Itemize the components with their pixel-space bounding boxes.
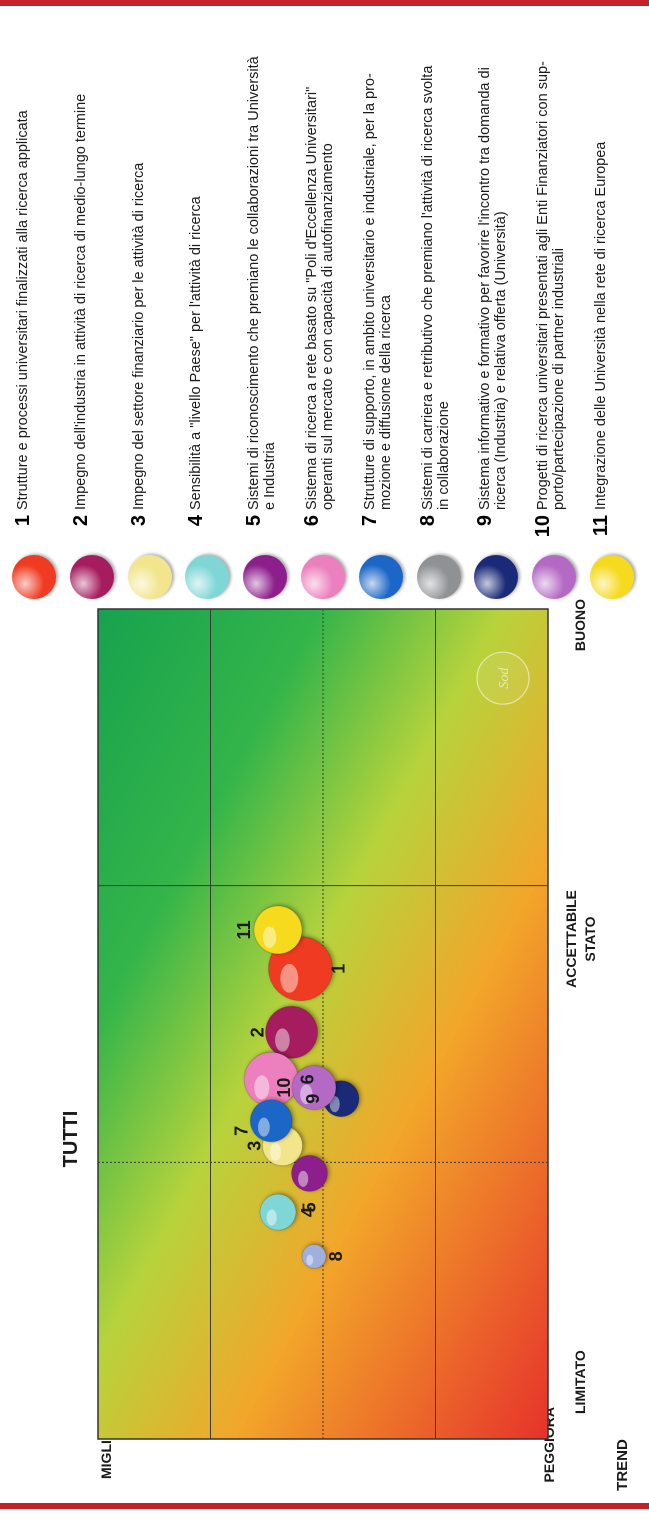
- legend-line: Sensibilità a "livello Paese" per l'atti…: [188, 196, 205, 510]
- legend-number-8: 8: [416, 515, 439, 527]
- top-red-bar: [0, 0, 649, 6]
- legend-marker-8: [416, 555, 461, 599]
- legend-line: Impegno del settore finanziario per le a…: [130, 162, 147, 510]
- watermark-circle: [476, 651, 530, 705]
- legend-label-6: Sistema di ricerca a rete basato su "Pol…: [301, 87, 336, 510]
- legend-number-9: 9: [474, 515, 497, 527]
- legend-number-1: 1: [12, 515, 34, 527]
- legend-line: Strutture di supporto, in ambito univers…: [361, 73, 378, 510]
- point-highlight-3: [269, 1142, 282, 1161]
- legend-number-7: 7: [358, 515, 381, 527]
- point-label-3: 3: [245, 1141, 265, 1151]
- point-label-5: 5: [300, 1202, 320, 1212]
- legend-label-11: Integrazione delle Università nella rete…: [590, 142, 609, 510]
- point-label-6: 6: [297, 1074, 317, 1084]
- point-5: [291, 1154, 328, 1192]
- legend-label-8: Sistemi di carriera e retributivo che pr…: [417, 66, 452, 510]
- legend-label-2: Impegno dell'industria in attività di ri…: [70, 94, 89, 510]
- legend-marker-6: [301, 555, 345, 599]
- point-highlight-8: [306, 1254, 314, 1266]
- legend-label-7: Strutture di supporto, in ambito univers…: [359, 73, 394, 510]
- point-label-10: 10: [274, 1078, 294, 1098]
- point-highlight-4: [266, 1209, 277, 1226]
- legend-marker-7: [358, 555, 403, 599]
- legend-marker-10: [532, 555, 577, 599]
- point-highlight-1: [280, 963, 299, 993]
- legend-label-5: Sistemi di riconoscimento che premiano l…: [243, 56, 278, 510]
- legend-line: porto/partecipazione di partner industri…: [551, 248, 568, 510]
- point-8: [301, 1243, 327, 1269]
- legend-line: Sistemi di carriera e retributivo che pr…: [419, 65, 436, 510]
- legend-line: Sistema di ricerca a rete basato su "Pol…: [304, 86, 320, 510]
- legend-line: ricerca (Industria) e relativa offerta (…: [493, 211, 510, 510]
- legend-line: Impegno dell'industria in attività di ri…: [72, 93, 89, 510]
- legend-number-11: 11: [590, 515, 612, 537]
- point-label-1: 1: [329, 964, 349, 974]
- legend-marker-5: [243, 555, 288, 599]
- point-highlight-2: [275, 1028, 290, 1052]
- point-highlight-5: [298, 1170, 309, 1187]
- legend-marker-11: [590, 555, 634, 599]
- legend-label-3: Impegno del settore finanziario per le a…: [128, 163, 147, 510]
- point-11: [253, 905, 303, 955]
- legend-marker-1: [12, 555, 56, 599]
- legend-line: mozione e diffusione della ricerca: [377, 295, 394, 510]
- point-label-7: 7: [231, 1126, 251, 1136]
- legend-line: Strutture e processi universitari finali…: [15, 110, 31, 510]
- legend-number-3: 3: [127, 515, 150, 527]
- legend-line: operanti sul mercato e con capacità di a…: [320, 143, 336, 510]
- point-label-4: 4: [298, 1207, 318, 1217]
- point-highlight-7: [258, 1117, 270, 1137]
- legend-marker-3: [127, 555, 172, 599]
- point-label-11: 11: [234, 920, 254, 939]
- bottom-red-bar: [0, 1503, 649, 1509]
- legend-label-9: Sistema informativo e formativo per favo…: [474, 67, 509, 510]
- point-4: [259, 1193, 297, 1231]
- point-10: [291, 1065, 337, 1111]
- legend-marker-2: [69, 555, 114, 599]
- point-label-9: 9: [303, 1094, 323, 1104]
- point-7: [249, 1099, 293, 1143]
- legend-label-10: Progetti di ricerca universitari present…: [532, 61, 567, 510]
- legend-line: e Industria: [262, 442, 279, 510]
- legend-line: Sistemi di riconoscimento che premiano l…: [246, 56, 263, 510]
- point-label-8: 8: [326, 1251, 346, 1261]
- watermark-text: Sod: [497, 667, 512, 689]
- point-highlight-10: [300, 1084, 313, 1105]
- legend-line: in collaborazione: [435, 401, 452, 510]
- legend-number-4: 4: [185, 515, 208, 527]
- legend-line: Integrazione delle Università nella rete…: [593, 141, 609, 510]
- point-highlight-9: [329, 1096, 340, 1113]
- legend-number-6: 6: [301, 515, 323, 527]
- legend-number-10: 10: [532, 515, 555, 538]
- legend-number-5: 5: [243, 515, 266, 527]
- point-2: [265, 1005, 318, 1059]
- legend-line: Sistema informativo e formativo per favo…: [477, 67, 494, 510]
- point-highlight-6: [254, 1075, 270, 1100]
- legend-label-4: Sensibilità a "livello Paese" per l'atti…: [185, 196, 204, 510]
- point-highlight-11: [262, 926, 277, 948]
- legend-label-1: Strutture e processi universitari finali…: [12, 110, 31, 510]
- legend-line: Progetti di ricerca universitari present…: [535, 61, 552, 510]
- point-label-2: 2: [248, 1027, 268, 1037]
- legend-number-2: 2: [69, 515, 92, 527]
